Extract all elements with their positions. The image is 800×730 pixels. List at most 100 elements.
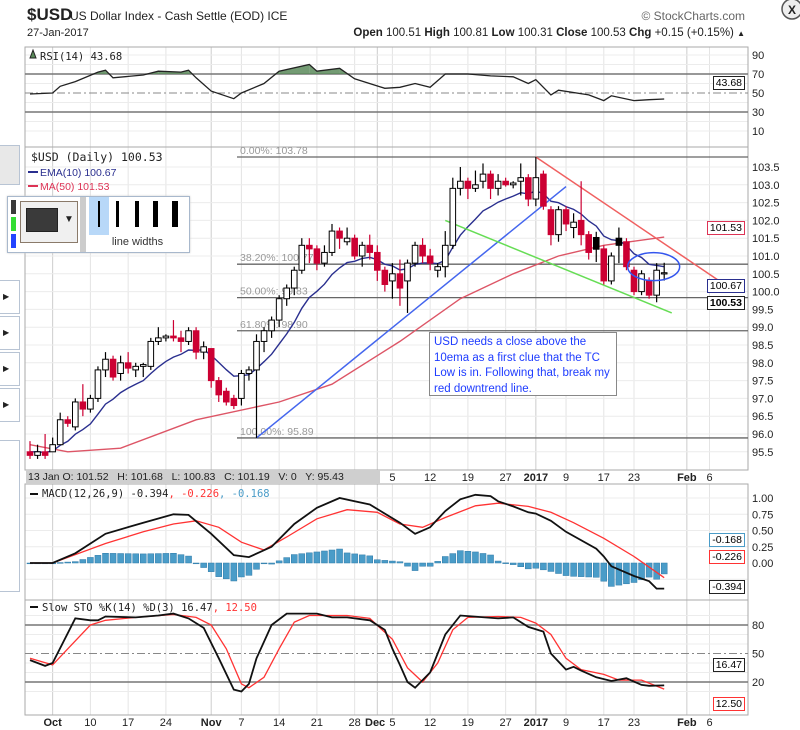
side-panel-item[interactable]: ▶ <box>0 352 20 386</box>
macd-value-tag: -0.394 <box>709 580 745 594</box>
x-axis-label: Feb <box>677 717 697 729</box>
candle-body <box>608 255 615 282</box>
fib-level-label: 50.00%: 99.83 <box>240 286 308 298</box>
candle-body <box>547 209 555 236</box>
close-icon[interactable]: X <box>781 0 800 20</box>
candle-body <box>177 337 185 342</box>
candle <box>577 181 585 246</box>
palette-divider <box>80 197 86 252</box>
x-axis-label-top: 5 <box>389 472 395 484</box>
macd-histogram-bar <box>638 562 645 581</box>
downtrend-line <box>535 156 726 286</box>
x-axis-label-top: 23 <box>628 472 640 484</box>
candle <box>102 352 109 378</box>
color-swatch-green[interactable] <box>11 217 16 231</box>
rsi-overbought-fill <box>75 72 98 74</box>
candle <box>585 231 593 260</box>
macd-histogram-bar <box>64 561 71 564</box>
macd-histogram-bar <box>207 562 215 572</box>
sto-panel: 80 50 20 <box>25 612 764 693</box>
macd-histogram-bar <box>608 562 615 587</box>
candle <box>540 170 547 210</box>
candle-body <box>623 241 630 268</box>
macd-histogram-bar <box>358 554 366 564</box>
macd-histogram-bar <box>155 553 162 564</box>
candle <box>192 327 200 360</box>
side-panel-item[interactable]: ▶ <box>0 388 20 422</box>
candle <box>404 259 411 313</box>
candle <box>177 330 185 353</box>
candle <box>653 263 660 303</box>
candle <box>509 181 517 189</box>
rsi-overbought-fill <box>279 64 310 74</box>
support-line <box>444 219 673 314</box>
candle-body <box>132 365 139 371</box>
side-panel-tab[interactable] <box>0 145 20 185</box>
candle <box>396 259 404 306</box>
side-panel-item[interactable] <box>0 440 20 592</box>
macd-histogram-bar <box>328 549 336 564</box>
chart-annotation[interactable]: USD needs a close above the 10ema as a f… <box>429 332 617 396</box>
macd-histogram-bar <box>381 560 389 564</box>
x-axis-label-top: Feb <box>677 472 697 484</box>
color-swatch-blue[interactable] <box>11 234 16 248</box>
x-axis: Oct 10 17 24 Nov 7 14 21 28 Dec 5 5 12 12 19 19 27 27 2017… <box>43 472 712 729</box>
candle-body <box>56 419 64 446</box>
expand-arrow-icon: ▶ <box>3 292 10 301</box>
macd-histogram-bar <box>585 562 592 578</box>
color-dropdown[interactable]: ▼ <box>20 201 78 243</box>
macd-histogram-bar <box>140 553 147 564</box>
macd-histogram-bar <box>283 557 290 564</box>
macd-histogram-bar <box>525 562 532 570</box>
macd-histogram-bar <box>479 553 487 564</box>
candle-body <box>358 244 366 257</box>
candle-body <box>117 362 124 374</box>
x-axis-label: 5 <box>389 717 395 729</box>
macd-histogram-bar <box>268 562 275 565</box>
x-axis-label: 19 <box>462 717 474 729</box>
candle <box>245 366 253 381</box>
line-width-option[interactable] <box>134 201 139 227</box>
candle-body <box>630 269 638 293</box>
candle <box>660 262 668 281</box>
macd-histogram-bar <box>487 554 494 564</box>
candle-body <box>124 362 132 369</box>
macd-panel: 1.00 0.75 0.50 0.25 0.00 <box>26 493 773 590</box>
macd-histogram-bar <box>132 553 139 564</box>
candle <box>207 348 215 388</box>
macd-histogram-bar <box>185 555 192 564</box>
candle-body <box>109 358 117 378</box>
candle-body <box>290 269 298 289</box>
candle-body <box>306 244 313 250</box>
candle-body <box>464 180 472 189</box>
line-width-option[interactable] <box>116 201 119 227</box>
rsi-overbought-fill <box>105 70 114 74</box>
candle-body <box>87 397 94 410</box>
macd-histogram-bar <box>593 562 600 578</box>
candle <box>41 434 49 459</box>
macd-histogram-bar <box>223 562 230 580</box>
candle-body <box>268 319 275 332</box>
candle <box>34 444 41 459</box>
candle <box>139 362 147 378</box>
x-axis-label: 24 <box>160 717 172 729</box>
color-swatch-dark[interactable] <box>11 200 16 214</box>
macd-histogram-bar <box>396 561 404 564</box>
line-width-option[interactable] <box>171 201 178 227</box>
candle <box>336 227 343 249</box>
rsi-label: RSI(14) 43.68 <box>40 51 122 63</box>
sto-tick-label: 50 <box>752 649 764 661</box>
x-axis-label: 9 <box>563 717 569 729</box>
side-panel-item[interactable]: ▶ <box>0 316 20 350</box>
candle <box>562 206 570 232</box>
line-width-option[interactable] <box>153 201 158 227</box>
macd-histogram-bar <box>275 560 283 564</box>
line-width-option[interactable] <box>97 201 100 227</box>
candle-body <box>79 401 87 410</box>
price-tick-label: 100.5 <box>752 269 780 281</box>
candle <box>185 327 192 345</box>
side-panel-item[interactable]: ▶ <box>0 280 20 314</box>
candle-body <box>313 248 321 264</box>
price-tick-label: 101.5 <box>752 233 780 245</box>
macd-histogram-bar <box>532 562 540 569</box>
